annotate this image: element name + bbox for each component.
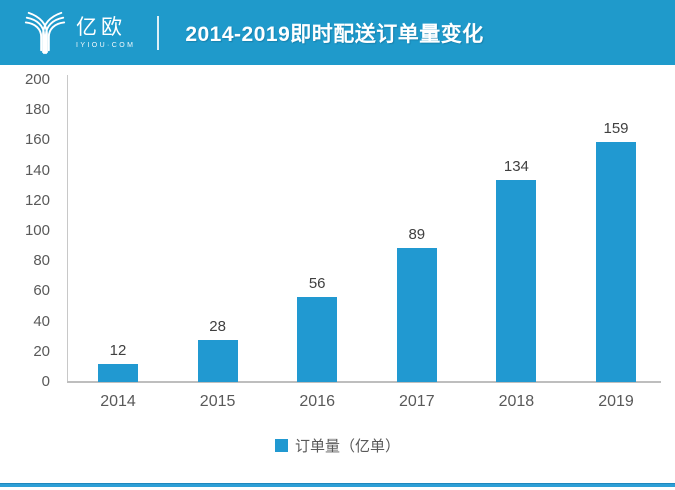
y-axis-line — [67, 75, 68, 382]
logo: 亿欧 IYIOU·COM — [22, 9, 135, 57]
x-tick-label: 2017 — [399, 393, 435, 410]
bar-2019 — [596, 141, 636, 382]
y-tick-label: 140 — [24, 161, 50, 179]
bar-2014 — [98, 363, 138, 382]
logo-subtitle: IYIOU·COM — [76, 42, 136, 49]
y-tick-label: 160 — [24, 131, 50, 149]
bar-2017 — [396, 247, 437, 382]
x-tick-label: 2014 — [100, 393, 136, 410]
bottom-accent-line — [0, 483, 675, 487]
logo-text: 亿欧 IYIOU·COM — [76, 16, 135, 49]
y-tick-label: 100 — [24, 222, 50, 239]
header-divider — [157, 15, 160, 50]
bar-2016 — [297, 297, 338, 382]
y-tick-label: 20 — [33, 342, 50, 360]
y-tick-label: 80 — [33, 252, 50, 270]
bar-2015 — [197, 339, 238, 382]
bar-2018 — [496, 179, 537, 382]
y-tick-label: 200 — [24, 71, 50, 88]
x-tick-label: 2015 — [199, 393, 236, 410]
header: 亿欧 IYIOU·COM 2014-2019即时配送订单量变化 — [0, 0, 675, 65]
x-tick-label: 2016 — [299, 393, 335, 410]
bar-value-label: 159 — [603, 119, 629, 137]
chart-area: 0 20 40 60 80 100 120 140 160 180 200 12 28 56 89 134 1… — [0, 65, 675, 483]
y-tick-label: 0 — [41, 373, 50, 390]
bar-value-label: 28 — [209, 317, 226, 335]
y-tick-label: 180 — [24, 101, 50, 119]
logo-name: 亿欧 — [76, 16, 126, 39]
chart-title: 2014-2019即时配送订单量变化 — [185, 22, 484, 46]
bar-value-label: 56 — [308, 275, 326, 293]
x-axis-line — [67, 381, 661, 383]
x-tick-label: 2019 — [598, 393, 634, 410]
legend: 订单量（亿单） — [0, 435, 675, 456]
legend-swatch — [274, 439, 288, 452]
bar-value-label: 134 — [503, 157, 529, 175]
y-tick-label: 40 — [33, 312, 50, 330]
y-tick-label: 120 — [24, 191, 50, 209]
y-tick-label: 60 — [33, 282, 50, 300]
x-tick-label: 2018 — [498, 393, 535, 410]
bar-value-label: 89 — [408, 225, 426, 243]
bar-value-label: 12 — [109, 341, 127, 359]
legend-label: 订单量（亿单） — [294, 438, 400, 455]
iyiou-logo-icon — [24, 11, 66, 54]
